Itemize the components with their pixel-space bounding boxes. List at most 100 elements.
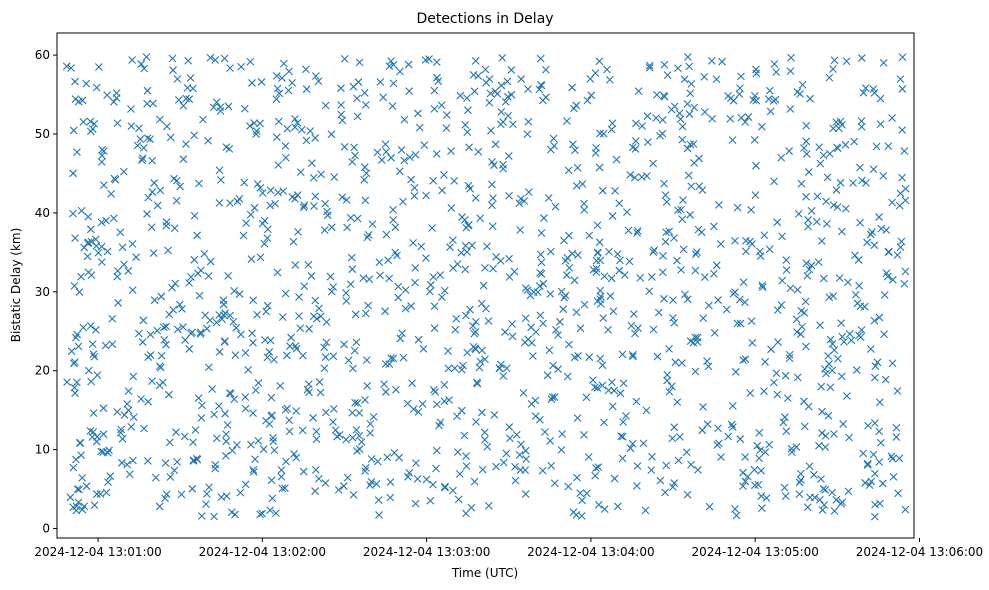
data-point	[828, 488, 837, 497]
data-point	[360, 88, 369, 97]
data-point	[858, 176, 866, 185]
data-point	[73, 485, 82, 493]
data-point	[281, 142, 290, 150]
data-point	[574, 251, 582, 259]
data-point	[665, 387, 674, 396]
data-point	[198, 401, 206, 410]
data-point	[138, 156, 146, 165]
data-point	[758, 283, 767, 292]
data-point	[283, 124, 292, 133]
data-point	[549, 361, 557, 370]
data-point	[268, 494, 277, 503]
data-point	[818, 506, 827, 514]
data-point	[605, 75, 614, 84]
data-point	[786, 105, 795, 113]
data-point	[405, 87, 414, 95]
data-point	[132, 253, 141, 262]
data-point	[888, 114, 897, 122]
data-point	[368, 220, 377, 228]
data-point	[221, 309, 230, 317]
data-point	[240, 104, 249, 113]
data-point	[250, 203, 259, 212]
data-point	[618, 350, 627, 359]
data-point	[373, 457, 382, 466]
data-point	[260, 239, 269, 248]
chart-title: Detections in Delay	[416, 11, 553, 27]
data-point	[842, 57, 851, 66]
data-point	[337, 84, 345, 93]
data-point	[204, 136, 212, 145]
data-point	[464, 106, 472, 115]
data-point	[105, 446, 113, 455]
data-point	[400, 156, 409, 165]
data-point	[144, 397, 153, 406]
data-point	[464, 181, 473, 190]
data-point	[197, 512, 206, 520]
data-point	[796, 90, 804, 98]
data-point	[432, 58, 441, 66]
data-point	[741, 355, 750, 364]
data-point	[165, 438, 174, 447]
data-point	[747, 205, 755, 214]
data-point	[249, 338, 257, 347]
data-point	[482, 78, 491, 87]
data-point	[682, 448, 691, 457]
data-point	[834, 354, 842, 363]
data-point	[824, 352, 833, 360]
data-point	[123, 399, 132, 408]
data-point	[900, 279, 909, 288]
data-point	[683, 99, 692, 108]
data-point	[499, 164, 508, 173]
data-point	[293, 118, 302, 127]
data-point	[421, 56, 430, 64]
data-point	[102, 488, 111, 497]
data-point	[786, 67, 795, 76]
data-point	[190, 255, 199, 264]
data-point	[619, 379, 628, 388]
data-point	[224, 272, 233, 280]
data-point	[315, 304, 323, 313]
data-point	[875, 427, 884, 436]
data-point	[718, 57, 726, 66]
data-point	[603, 65, 611, 74]
data-point	[173, 458, 181, 466]
data-point	[162, 221, 171, 230]
data-point	[294, 227, 302, 236]
data-point	[376, 271, 384, 280]
data-point	[662, 461, 671, 470]
data-point	[92, 437, 101, 446]
data-point	[124, 387, 133, 395]
data-point	[659, 252, 667, 260]
data-point	[123, 460, 131, 469]
data-point	[276, 381, 285, 390]
data-point	[363, 233, 372, 242]
data-point	[778, 276, 787, 285]
data-point	[347, 253, 356, 262]
data-point	[679, 245, 688, 254]
data-point	[404, 60, 413, 69]
data-point	[77, 451, 86, 460]
data-point	[487, 180, 496, 189]
data-point	[822, 219, 831, 228]
data-point	[643, 138, 652, 147]
data-point	[128, 239, 137, 248]
data-point	[97, 258, 106, 266]
data-point	[901, 267, 910, 276]
data-point	[888, 359, 897, 368]
data-point	[316, 388, 325, 397]
data-point	[248, 79, 256, 87]
data-point	[101, 341, 110, 350]
data-point	[888, 454, 897, 463]
data-point	[163, 122, 171, 131]
data-point	[833, 203, 842, 212]
y-axis-label: Bistatic Delay (km)	[9, 228, 23, 343]
data-point	[343, 223, 351, 232]
data-point	[222, 430, 230, 439]
data-point	[483, 442, 492, 451]
data-point	[810, 493, 819, 502]
data-point	[770, 378, 778, 387]
data-point	[367, 477, 376, 486]
data-point	[139, 143, 148, 152]
data-point	[586, 75, 595, 83]
data-point	[221, 451, 230, 460]
